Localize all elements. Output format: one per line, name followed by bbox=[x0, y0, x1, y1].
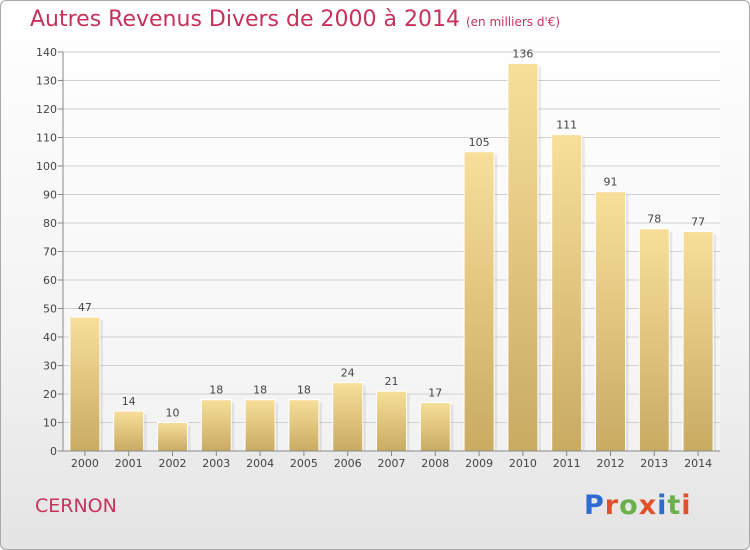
x-tick-label: 2010 bbox=[509, 457, 537, 470]
logo-letter: t bbox=[667, 490, 682, 521]
x-tick-label: 2009 bbox=[465, 457, 493, 470]
y-tick-label: 120 bbox=[36, 103, 57, 116]
data-label: 18 bbox=[209, 384, 223, 397]
y-tick-label: 130 bbox=[36, 75, 57, 88]
data-label: 136 bbox=[512, 47, 533, 60]
x-tick-label: 2011 bbox=[553, 457, 581, 470]
data-label: 91 bbox=[604, 176, 618, 189]
x-tick-label: 2003 bbox=[202, 457, 230, 470]
y-tick-label: 20 bbox=[43, 388, 57, 401]
logo-letter: P bbox=[584, 490, 605, 521]
data-label: 17 bbox=[428, 387, 442, 400]
y-tick-label: 10 bbox=[43, 417, 57, 430]
commune-name: CERNON bbox=[35, 495, 117, 517]
data-label: 78 bbox=[647, 213, 661, 226]
data-label: 24 bbox=[341, 367, 355, 380]
bar bbox=[376, 390, 407, 452]
chart-title-text: Autres Revenus Divers de 2000 à 2014 bbox=[30, 7, 460, 32]
x-tick-label: 2013 bbox=[640, 457, 668, 470]
y-tick-label: 50 bbox=[43, 303, 57, 316]
x-tick-label: 2014 bbox=[684, 457, 712, 470]
bar bbox=[69, 316, 101, 452]
y-tick-label: 90 bbox=[43, 189, 57, 202]
data-label: 10 bbox=[166, 407, 180, 420]
bar bbox=[595, 191, 626, 452]
bar bbox=[200, 399, 232, 452]
data-label: 14 bbox=[122, 395, 136, 408]
x-tick-label: 2007 bbox=[378, 457, 406, 470]
bar bbox=[463, 151, 495, 452]
bar bbox=[244, 399, 276, 452]
y-tick-label: 110 bbox=[36, 132, 57, 145]
x-tick-label: 2004 bbox=[246, 457, 274, 470]
bar bbox=[332, 382, 364, 452]
bar bbox=[638, 228, 670, 452]
bar bbox=[682, 231, 714, 452]
y-tick-label: 100 bbox=[36, 160, 57, 173]
data-label: 21 bbox=[385, 375, 399, 388]
proxiti-logo: Proxiti bbox=[584, 490, 692, 521]
data-label: 77 bbox=[691, 216, 705, 229]
bar bbox=[288, 399, 320, 452]
y-tick-label: 0 bbox=[50, 445, 57, 458]
bar bbox=[419, 402, 451, 452]
bar bbox=[157, 422, 188, 452]
bar bbox=[507, 62, 539, 452]
logo-letter: i bbox=[681, 490, 692, 521]
data-label: 18 bbox=[297, 384, 311, 397]
y-tick-label: 70 bbox=[43, 246, 57, 259]
y-tick-label: 140 bbox=[36, 46, 57, 59]
data-label: 105 bbox=[469, 136, 490, 149]
y-tick-label: 60 bbox=[43, 274, 57, 287]
y-tick-label: 30 bbox=[43, 360, 57, 373]
data-label: 18 bbox=[253, 384, 267, 397]
chart-subtitle: (en milliers d'€) bbox=[465, 15, 561, 29]
bar bbox=[551, 134, 583, 452]
x-tick-label: 2012 bbox=[597, 457, 625, 470]
bar bbox=[113, 410, 145, 452]
x-tick-label: 2006 bbox=[334, 457, 362, 470]
logo-letter: r bbox=[604, 490, 620, 521]
x-tick-label: 2008 bbox=[421, 457, 449, 470]
logo-letter: o bbox=[619, 490, 639, 521]
y-tick-label: 40 bbox=[43, 331, 57, 344]
data-label: 111 bbox=[556, 119, 577, 132]
chart-title: Autres Revenus Divers de 2000 à 2014 (en … bbox=[30, 7, 560, 32]
y-tick-label: 80 bbox=[43, 217, 57, 230]
logo-letter: x bbox=[638, 490, 658, 521]
x-tick-label: 2002 bbox=[159, 457, 187, 470]
x-tick-label: 2001 bbox=[115, 457, 143, 470]
x-tick-label: 2000 bbox=[71, 457, 99, 470]
logo-letter: i bbox=[657, 490, 668, 521]
x-tick-label: 2005 bbox=[290, 457, 318, 470]
data-label: 47 bbox=[78, 301, 92, 314]
